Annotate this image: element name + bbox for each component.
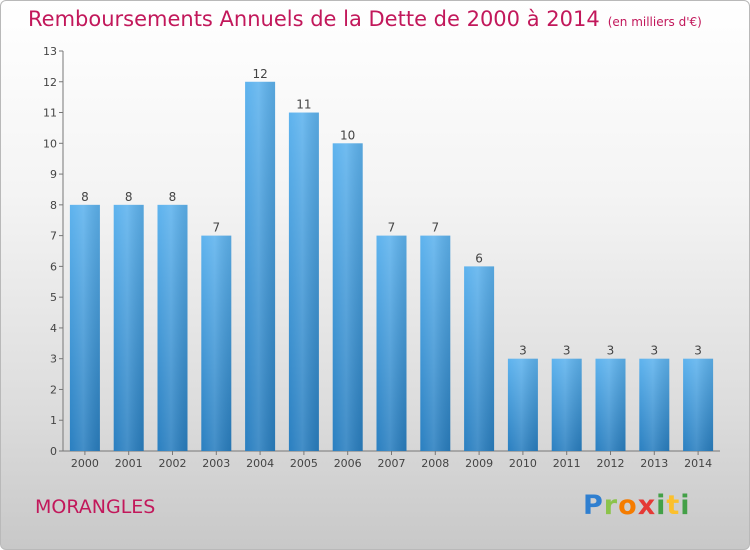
y-tick-label: 13 [43, 45, 57, 58]
bar-value-label: 8 [125, 190, 133, 204]
bar-value-label: 7 [388, 221, 396, 235]
x-tick-label: 2008 [421, 457, 449, 470]
bar-shine [376, 235, 407, 451]
bar-shine [288, 112, 319, 452]
x-tick-label: 2000 [71, 457, 99, 470]
bar-value-label: 10 [340, 128, 355, 142]
bar-value-label: 12 [252, 67, 267, 81]
y-tick-label: 12 [43, 76, 57, 89]
bar-value-label: 7 [431, 221, 439, 235]
y-tick-label: 7 [50, 230, 57, 243]
bar-shine [551, 358, 582, 451]
bar-value-label: 7 [212, 221, 220, 235]
bars [69, 81, 714, 452]
y-tick-label: 9 [50, 168, 57, 181]
bar-value-label: 3 [650, 344, 658, 358]
chart-title-text: Remboursements Annuels de la Dette de 20… [28, 7, 600, 31]
bar-value-label: 6 [475, 251, 483, 265]
y-tick-label: 2 [50, 383, 57, 396]
bar-shine [683, 358, 714, 451]
x-tick-label: 2012 [597, 457, 625, 470]
x-tick-label: 2010 [509, 457, 537, 470]
y-tick-label: 0 [50, 445, 57, 458]
x-tick-label: 2014 [684, 457, 712, 470]
bar-shine [113, 204, 144, 451]
labels: 8 2000 8 2001 8 2002 7 2003 12 2004 11 2005 10 2006 7 2… [71, 67, 712, 470]
chart-unit: (en milliers d'€) [607, 15, 702, 29]
y-tick-label: 3 [50, 353, 57, 366]
x-tick-label: 2013 [640, 457, 668, 470]
bar-shine [332, 143, 363, 452]
y-tick-label: 6 [50, 260, 57, 273]
x-tick-label: 2001 [115, 457, 143, 470]
x-tick-label: 2005 [290, 457, 318, 470]
bar-value-label: 8 [169, 190, 177, 204]
y-tick-label: 4 [50, 322, 57, 335]
commune-name: MORANGLES [35, 496, 156, 518]
bar-value-label: 8 [81, 190, 89, 204]
bar-shine [245, 81, 276, 452]
y-tick-label: 1 [50, 414, 57, 427]
proxiti-logo[interactable]: Proxiti [583, 490, 691, 521]
bar-value-label: 11 [296, 98, 311, 112]
y-tick-label: 10 [43, 137, 57, 150]
x-tick-label: 2003 [202, 457, 230, 470]
x-tick-label: 2007 [378, 457, 406, 470]
bar-shine [420, 235, 451, 451]
y-tick-label: 5 [50, 291, 57, 304]
bar-value-label: 3 [563, 344, 571, 358]
x-tick-label: 2011 [553, 457, 581, 470]
bar-shine [595, 358, 626, 451]
bar-shine [464, 266, 495, 451]
bar-value-label: 3 [607, 344, 615, 358]
x-tick-label: 2009 [465, 457, 493, 470]
bar-shine [157, 204, 188, 451]
bar-shine [69, 204, 100, 451]
x-tick-label: 2006 [334, 457, 362, 470]
bar-shine [507, 358, 538, 451]
bar-shine [201, 235, 232, 451]
bar-value-label: 3 [519, 344, 527, 358]
bar-shine [639, 358, 670, 451]
x-tick-label: 2004 [246, 457, 274, 470]
bar-value-label: 3 [694, 344, 702, 358]
y-tick-label: 11 [43, 107, 57, 120]
x-tick-label: 2002 [159, 457, 187, 470]
y-tick-label: 8 [50, 199, 57, 212]
chart-title: Remboursements Annuels de la Dette de 20… [28, 7, 702, 31]
